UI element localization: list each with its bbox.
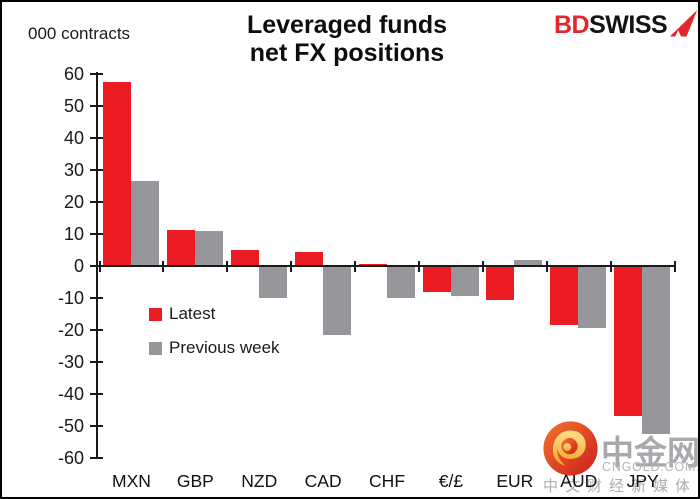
x-axis-tick [418, 261, 420, 272]
swiss-pennant-icon [670, 9, 698, 37]
y-axis-tick-label: 50 [63, 96, 84, 116]
x-axis-tick [481, 261, 484, 272]
x-axis-tick [226, 261, 229, 272]
bar-previous-week-€/£ [450, 266, 479, 297]
y-axis-tick-label: -30 [57, 352, 84, 372]
watermark-domain: CNGOLD.COM.CN [602, 460, 700, 474]
y-axis-tick [90, 105, 103, 107]
y-axis-tick-label: -40 [57, 384, 84, 404]
y-axis-tick [90, 233, 103, 235]
legend-label-previous-week: Previous week [169, 338, 280, 357]
y-axis-tick [90, 457, 103, 459]
x-axis-tick [673, 261, 676, 272]
y-axis-tick-label: 40 [63, 128, 84, 148]
x-axis-tick [354, 261, 357, 272]
bar-previous-week-GBP [194, 230, 223, 266]
y-axis-tick-label: 10 [63, 224, 84, 244]
x-axis-tick [545, 261, 548, 272]
y-axis-tick-label: 30 [63, 160, 84, 180]
legend-swatch-previous-week [149, 341, 162, 355]
bar-previous-week-MXN [131, 181, 159, 266]
x-axis-tick [290, 261, 293, 272]
y-axis-tick-label: 0 [73, 256, 84, 276]
x-axis-label-CHF: CHF [369, 471, 406, 491]
bar-previous-week-CHF [386, 266, 415, 298]
bdswiss-logo-bd-text: BD [554, 11, 590, 39]
legend-label-latest: Latest [169, 304, 216, 323]
y-axis-tick [90, 73, 103, 75]
y-axis-tick [90, 265, 103, 267]
y-axis-tick [90, 137, 103, 139]
bdswiss-logo-swiss-text: SWISS [589, 11, 668, 39]
x-axis-tick [162, 261, 165, 272]
x-axis-tick [98, 261, 101, 272]
bar-latest-EUR [486, 266, 515, 300]
chart-title-line1: Leveraged funds [246, 11, 448, 39]
cngold-cloud-icon [543, 421, 598, 476]
bar-previous-week-NZD [258, 266, 287, 298]
y-axis-tick-label: -10 [57, 288, 84, 308]
y-axis-tick [90, 169, 103, 171]
y-axis-tick-label: -50 [57, 416, 84, 436]
bar-latest-AUD [550, 266, 579, 326]
bar-latest-€/£ [422, 266, 451, 292]
legend-item-previous-week: Previous week [149, 338, 280, 358]
bar-latest-GBP [166, 229, 195, 266]
chart-title-line2: net FX positions [249, 39, 445, 67]
y-axis-tick [90, 425, 103, 427]
chart-title: Leveraged funds net FX positions [167, 11, 527, 67]
x-axis-label-GBP: GBP [176, 471, 214, 491]
bar-previous-week-EUR [514, 259, 543, 266]
y-axis-tick [90, 329, 103, 331]
bar-previous-week-CAD [322, 266, 351, 335]
bar-latest-MXN [103, 82, 131, 266]
x-axis-line [96, 265, 676, 267]
x-axis-label-AUD: AUD [560, 471, 598, 491]
y-axis-tick [90, 201, 103, 203]
y-axis-tick [90, 393, 103, 395]
x-axis-label-€/£: €/£ [438, 471, 464, 491]
bar-latest-CAD [294, 251, 323, 266]
bar-latest-NZD [230, 250, 259, 266]
y-axis-tick [90, 361, 103, 363]
y-axis-tick-label: -20 [57, 320, 84, 340]
legend-item-latest: Latest [149, 304, 280, 324]
legend-swatch-latest [149, 307, 162, 321]
y-axis-tick-label: 20 [63, 192, 84, 212]
legend: Latest Previous week [149, 304, 280, 372]
x-axis-label-EUR: EUR [496, 471, 534, 491]
y-axis-tick [90, 297, 103, 299]
bar-latest-JPY [614, 266, 643, 417]
watermark-tagline: 中文财经新媒体 [543, 477, 698, 495]
x-axis-label-NZD: NZD [241, 471, 278, 491]
watermark-site-name: 中金网 [601, 433, 700, 472]
x-axis-label-MXN: MXN [112, 471, 151, 491]
x-axis-label-JPY: JPY [626, 471, 659, 491]
x-axis-label-CAD: CAD [304, 471, 342, 491]
x-axis-tick [609, 261, 612, 272]
bar-previous-week-JPY [642, 266, 671, 434]
y-axis-tick-label: 60 [63, 64, 84, 84]
bar-previous-week-AUD [578, 266, 607, 328]
y-axis-tick-label: -60 [57, 448, 84, 468]
y-axis-units-label: 000 contracts [28, 24, 131, 43]
bdswiss-logo: BD SWISS [554, 9, 698, 40]
bar-latest-CHF [358, 263, 387, 266]
